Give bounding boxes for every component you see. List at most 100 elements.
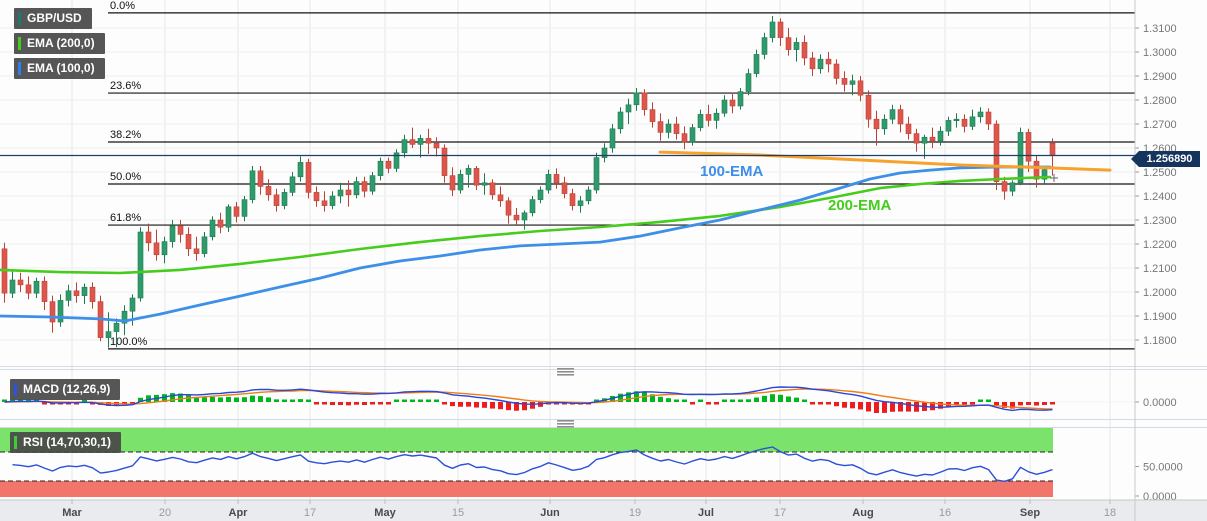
macd-signal-line bbox=[4, 388, 1053, 410]
candle-body bbox=[225, 206, 232, 228]
time-axis-strip[interactable] bbox=[0, 500, 1207, 521]
macd-histogram-bar bbox=[754, 397, 759, 402]
candle-body bbox=[601, 147, 608, 158]
macd-histogram-bar bbox=[650, 394, 655, 402]
candle-body bbox=[89, 286, 96, 302]
candle-body bbox=[1017, 132, 1024, 184]
macd-histogram-bar bbox=[426, 399, 431, 402]
candle-body bbox=[377, 160, 384, 176]
candle-body bbox=[489, 182, 496, 196]
macd-histogram-bar bbox=[738, 399, 743, 402]
candle-body bbox=[809, 57, 816, 70]
macd-histogram-bar bbox=[778, 394, 783, 402]
candle-body bbox=[9, 279, 16, 294]
macd-histogram-bar bbox=[842, 402, 847, 408]
candle-body bbox=[1001, 181, 1008, 192]
macd-histogram-bar bbox=[418, 399, 423, 402]
ema200-badge[interactable]: EMA (200,0) bbox=[14, 33, 105, 54]
price-axis-label: 1.3100 bbox=[1143, 23, 1177, 35]
time-axis-label: Jun bbox=[540, 507, 560, 519]
price-axis[interactable]: 1.31001.30001.29001.28001.27001.26001.25… bbox=[1135, 23, 1177, 347]
candle-body bbox=[441, 147, 448, 176]
candle-body bbox=[729, 99, 736, 107]
symbol-badge[interactable]: GBP/USD bbox=[14, 8, 92, 29]
candle-body bbox=[505, 200, 512, 216]
candle-body bbox=[353, 181, 360, 196]
candle-body bbox=[329, 195, 336, 206]
candlesticks bbox=[1, 16, 1056, 348]
candle-body bbox=[937, 130, 944, 142]
candle-body bbox=[433, 142, 440, 149]
macd-histogram-bar bbox=[1002, 402, 1007, 408]
panel-resize-handle[interactable] bbox=[557, 368, 574, 376]
macd-histogram-bar bbox=[1026, 402, 1031, 405]
panel-resize-handle[interactable] bbox=[557, 420, 574, 428]
macd-histogram-bar bbox=[834, 402, 839, 407]
time-axis-label: Mar bbox=[62, 507, 82, 519]
macd-badge[interactable]: MACD (12,26,9) bbox=[10, 379, 121, 400]
candle-body bbox=[249, 170, 256, 200]
macd-histogram-bar bbox=[42, 402, 47, 405]
candle-body bbox=[265, 186, 272, 196]
candle-body bbox=[873, 118, 880, 130]
macd-histogram-bar bbox=[234, 397, 239, 402]
macd-histogram-bar bbox=[698, 399, 703, 402]
macd-histogram-bar bbox=[242, 397, 247, 402]
fibonacci-retracement[interactable]: 0.0% 23.6% 38.2% 50.0% 61.8% 100.0% bbox=[108, 0, 1135, 350]
macd-histogram-bar bbox=[690, 402, 695, 405]
candle-body bbox=[849, 80, 856, 85]
time-axis-label: 18 bbox=[1104, 507, 1116, 519]
candle-body bbox=[241, 199, 248, 217]
candle-body bbox=[393, 152, 400, 169]
ema200-line bbox=[0, 175, 1052, 275]
macd-histogram-bar bbox=[818, 402, 823, 405]
candle-body bbox=[585, 189, 592, 202]
macd-histogram-bar bbox=[410, 399, 415, 402]
macd-histogram-bar bbox=[330, 402, 335, 406]
ema100-badge[interactable]: EMA (100,0) bbox=[14, 58, 105, 79]
macd-histogram-bar bbox=[258, 396, 263, 402]
macd-histogram-bar bbox=[506, 402, 511, 411]
macd-histogram-bar bbox=[106, 402, 111, 406]
macd-histogram-bar bbox=[250, 395, 255, 402]
candle-body bbox=[713, 112, 720, 121]
ema100-badge-label: EMA (100,0) bbox=[27, 61, 95, 75]
rsi-badge[interactable]: RSI (14,70,30,1) bbox=[10, 432, 122, 453]
macd-histogram-bar bbox=[986, 399, 991, 402]
chart-plot-area[interactable] bbox=[0, 0, 1135, 500]
candle-body bbox=[401, 139, 408, 154]
macd-histogram-bar bbox=[210, 396, 215, 402]
macd-histogram-bar bbox=[386, 402, 391, 405]
macd-histogram-bar bbox=[178, 393, 183, 402]
time-axis-labels: Mar 20 Apr 17 May 15 Jun 19 Jul 17 Aug 16 Sep 18 bbox=[62, 500, 1116, 519]
candle-body bbox=[193, 248, 200, 254]
macd-histogram-bar bbox=[194, 396, 199, 402]
macd-histogram-bar bbox=[858, 402, 863, 410]
price-axis-label: 1.2000 bbox=[1143, 287, 1177, 299]
time-axis-label: 17 bbox=[774, 507, 786, 519]
fib-label: 61.8% bbox=[110, 212, 141, 224]
candle-body bbox=[361, 181, 368, 192]
price-axis-label: 1.2700 bbox=[1143, 119, 1177, 131]
candle-body bbox=[913, 133, 920, 144]
candle-body bbox=[545, 174, 552, 191]
candle-body bbox=[313, 192, 320, 202]
symbol-badge-label: GBP/USD bbox=[27, 11, 82, 25]
macd-panel[interactable] bbox=[0, 386, 1135, 413]
macd-histogram-bar bbox=[394, 399, 399, 402]
rsi-accent-bar bbox=[14, 435, 17, 449]
rsi-panel[interactable] bbox=[0, 428, 1053, 497]
handle-bar bbox=[557, 423, 574, 425]
candle-body bbox=[481, 182, 488, 186]
candle-body bbox=[465, 168, 472, 175]
macd-histogram-bar bbox=[498, 402, 503, 410]
macd-histogram-bar bbox=[402, 399, 407, 402]
candle-body bbox=[945, 120, 952, 132]
macd-histogram-bar bbox=[146, 395, 151, 402]
macd-histogram-bar bbox=[794, 397, 799, 402]
macd-histogram-bar bbox=[962, 402, 967, 405]
candle-body bbox=[209, 219, 216, 238]
time-axis-label: May bbox=[374, 507, 396, 519]
macd-histogram-bar bbox=[458, 402, 463, 407]
